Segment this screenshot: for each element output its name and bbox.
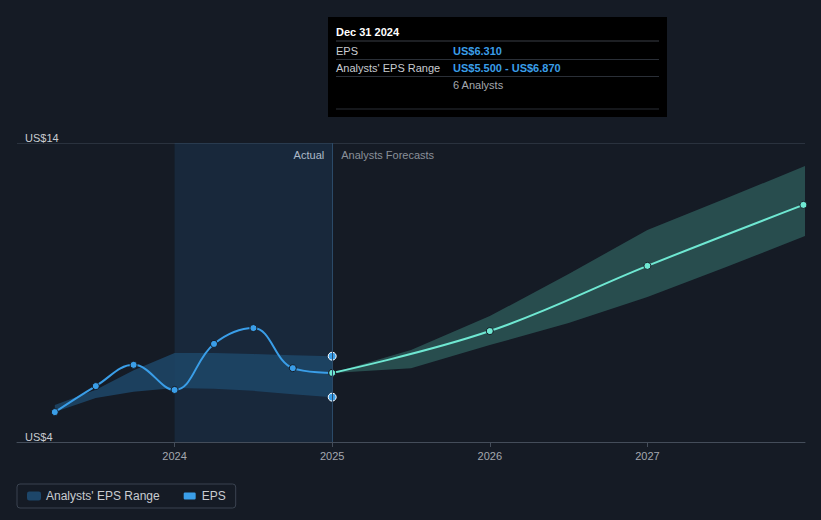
svg-text:Analysts' EPS Range: Analysts' EPS Range xyxy=(336,62,440,74)
svg-text:2026: 2026 xyxy=(478,450,502,462)
svg-text:Dec 31 2024: Dec 31 2024 xyxy=(336,26,400,38)
svg-text:US$14: US$14 xyxy=(25,132,59,144)
svg-text:2027: 2027 xyxy=(635,450,659,462)
svg-text:EPS: EPS xyxy=(202,489,226,503)
svg-text:US$5.500 - US$6.870: US$5.500 - US$6.870 xyxy=(453,62,561,74)
svg-text:Analysts Forecasts: Analysts Forecasts xyxy=(341,149,434,161)
svg-text:2025: 2025 xyxy=(320,450,344,462)
svg-text:US$6.310: US$6.310 xyxy=(453,45,502,57)
svg-text:2024: 2024 xyxy=(162,450,186,462)
svg-text:US$4: US$4 xyxy=(25,431,53,443)
svg-text:EPS: EPS xyxy=(336,45,358,57)
svg-text:6 Analysts: 6 Analysts xyxy=(453,79,504,91)
svg-text:Analysts' EPS Range: Analysts' EPS Range xyxy=(46,489,160,503)
